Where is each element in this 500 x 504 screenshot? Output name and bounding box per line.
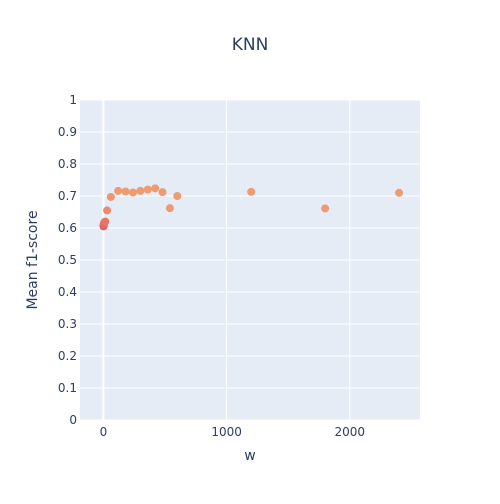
y-axis-ticks: 0 0.1 0.2 0.3 0.4 0.5 0.6 0.7 0.8 0.9 1 — [58, 93, 77, 427]
y-tick-label: 0.2 — [58, 349, 77, 363]
data-point — [395, 188, 404, 197]
data-point — [173, 192, 182, 200]
data-points — [99, 184, 404, 231]
y-tick-label: 0.9 — [58, 125, 77, 139]
y-tick-label: 0.1 — [58, 381, 77, 395]
x-tick-label: 2000 — [335, 425, 366, 439]
data-point — [143, 185, 152, 194]
y-gridlines — [80, 99, 420, 421]
data-point — [151, 184, 160, 193]
x-tick-label: 0 — [100, 425, 108, 439]
y-tick-label: 0.8 — [58, 157, 77, 171]
data-point — [247, 187, 256, 196]
data-point — [101, 217, 110, 226]
data-point — [103, 206, 112, 215]
x-axis-title: w — [244, 448, 255, 464]
data-point — [121, 187, 130, 196]
y-tick-label: 0 — [69, 413, 77, 427]
y-axis-title: Mean f1-score — [25, 210, 41, 309]
data-point — [114, 186, 123, 195]
data-point — [128, 188, 137, 197]
data-point — [165, 204, 174, 213]
chart-title: KNN — [232, 35, 269, 55]
y-tick-label: 0.6 — [58, 221, 77, 235]
data-point — [106, 192, 115, 201]
y-tick-label: 0.4 — [58, 285, 77, 299]
y-tick-label: 0.3 — [58, 317, 77, 331]
x-gridlines — [102, 100, 351, 420]
y-tick-label: 0.7 — [58, 189, 77, 203]
data-point — [321, 204, 330, 213]
x-axis-ticks: 0 1000 2000 — [100, 425, 365, 439]
y-tick-label: 1 — [69, 93, 77, 107]
y-tick-label: 0.5 — [58, 253, 77, 267]
data-point — [136, 186, 145, 195]
data-point — [158, 188, 167, 197]
x-tick-label: 1000 — [211, 425, 242, 439]
